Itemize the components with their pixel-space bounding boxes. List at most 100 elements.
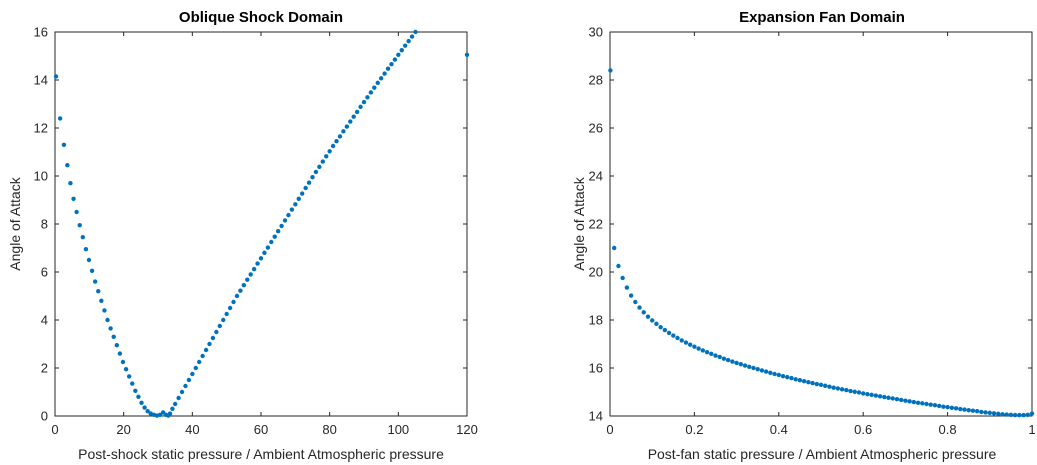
data-point [293,202,298,207]
data-point [337,134,343,139]
data-point [114,343,120,348]
data-point [709,351,714,357]
data-point [953,406,959,411]
data-point [248,272,253,277]
data-point [675,335,680,341]
data-point [157,412,163,417]
data-point [865,391,870,397]
data-point [341,129,346,134]
data-point [365,95,370,100]
data-point [780,373,786,379]
data-point [358,104,363,110]
data-point [282,218,288,223]
data-point [399,48,404,53]
y-tick-label: 16 [34,25,48,40]
y-tick-label: 28 [589,73,603,88]
data-point [320,159,325,164]
y-tick-label: 6 [41,265,48,280]
data-point [654,321,659,327]
data-point [650,318,655,323]
data-point [74,209,79,215]
y-tick-label: 16 [589,361,603,376]
data-point [687,342,693,347]
data-point [330,143,336,149]
data-point [327,149,332,154]
data-point [877,394,883,399]
data-point [265,245,271,250]
data-point [759,368,765,373]
data-point [234,293,240,299]
data-point [269,239,274,245]
data-point [747,364,752,369]
data-point [313,169,319,175]
data-point [991,411,997,416]
y-tick-label: 26 [589,121,603,136]
data-point [57,116,63,121]
x-tick-label: 0 [606,422,613,437]
data-point [903,398,908,403]
data-point [700,348,706,353]
data-point [238,288,243,293]
data-point [1029,411,1035,416]
data-point [666,330,672,336]
data-point [996,411,1001,417]
y-tick-label: 8 [41,217,48,232]
data-point [907,399,912,404]
data-point [89,268,95,273]
data-point [105,317,110,323]
y-axis-label: Angle of Attack [7,176,23,270]
y-tick-label: 30 [589,25,603,40]
data-point [123,367,129,372]
expansion-fan-plot: Expansion Fan Domain 0 0.2 0.4 0.6 0.8 1 14 16 1… [571,9,1036,462]
data-point [464,52,470,57]
data-point [300,191,305,196]
x-axis-label: Post-fan static pressure / Ambient Atmos… [648,446,997,462]
data-point [413,29,418,35]
data-point [814,381,819,387]
data-point [920,401,925,406]
data-point [861,391,866,396]
data-point [102,308,107,313]
x-tick-label: 0.2 [685,422,703,437]
data-point [193,365,198,371]
data-point [789,375,794,381]
data-point [1004,412,1009,417]
data-point [738,361,744,367]
data-point [190,371,195,377]
data-point [83,247,89,252]
data-point [378,76,384,81]
data-point [987,410,992,416]
data-point [183,383,188,389]
data-point [139,400,144,405]
data-point [1021,412,1026,418]
data-point [932,403,938,408]
data-point [898,397,904,403]
x-tick-label: 1 [1028,422,1035,437]
data-point [289,207,295,212]
data-point [99,298,104,303]
data-point [958,406,963,412]
data-point [324,154,329,159]
data-point [406,38,411,44]
data-point [310,175,315,180]
data-point [77,223,82,228]
data-point [628,293,634,298]
data-point [890,396,895,401]
data-point [612,245,617,251]
data-points [53,29,470,418]
data-point [142,405,147,410]
data-point [361,99,367,105]
y-tick-label: 10 [34,169,48,184]
data-point [197,359,202,365]
data-point [658,325,663,330]
data-point [108,326,113,331]
data-point [117,351,123,356]
x-tick-label: 120 [456,422,478,437]
data-point [679,338,684,343]
data-point [258,256,264,261]
data-point [810,380,815,386]
data-point [179,389,185,395]
data-point [172,401,178,407]
data-point [882,394,887,400]
